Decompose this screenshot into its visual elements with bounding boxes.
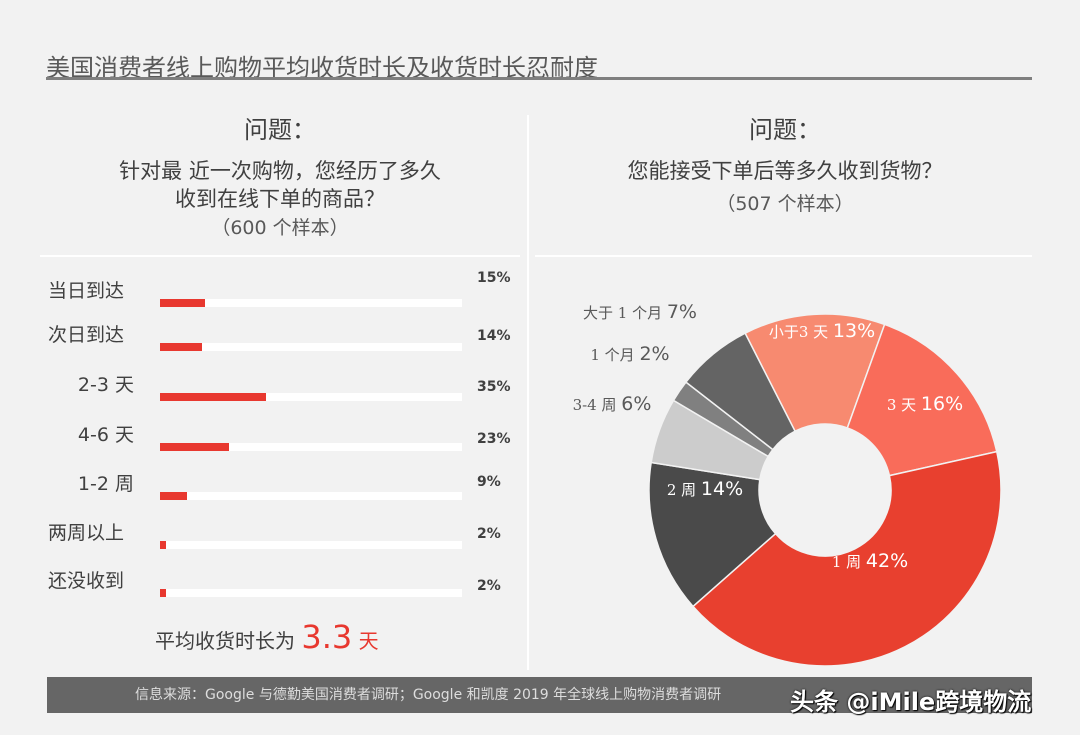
right-divider (535, 255, 1032, 257)
bar-track (160, 541, 462, 549)
donut-slice (846, 323, 998, 477)
slice-value: 13% (833, 320, 875, 342)
column-divider (527, 115, 529, 670)
donut-slice (684, 332, 797, 451)
bar (160, 541, 167, 549)
left-divider (40, 255, 520, 257)
bar-track (160, 589, 462, 597)
slice-label: 小于3 天 13% (769, 320, 875, 342)
sample-size: （600 个样本） (211, 217, 349, 239)
watermark: 头条 @iMile跨境物流 (790, 688, 1032, 716)
right-question: 问题： 您能接受下单后等多久收到货物？ （507 个样本） (540, 110, 1030, 216)
slice-label: 1 周 42% (832, 550, 908, 572)
question-line: 您能接受下单后等多久收到货物？ (627, 159, 943, 183)
slice-label: 1 个月 2% (590, 343, 669, 365)
bar-category-label: 2-3 天 (77, 374, 134, 396)
bar-track (160, 343, 462, 351)
bar-category-label: 4-6 天 (77, 424, 134, 446)
slice-value: 16% (921, 393, 963, 415)
bar-value-label: 35% (477, 379, 511, 395)
bar-category-label: 当日到达 (48, 280, 125, 302)
bar (160, 299, 206, 307)
slice-value: 42% (866, 550, 908, 572)
bar (160, 343, 203, 351)
bar-track (160, 492, 462, 500)
bar-value-label: 15% (477, 270, 511, 286)
bar (160, 589, 167, 597)
slice-label: 3 天 16% (887, 393, 963, 415)
bar-value-label: 9% (477, 474, 501, 490)
donut-slice (691, 450, 1002, 667)
slice-value: 6% (621, 393, 651, 415)
sample-size: （507 个样本） (716, 193, 854, 215)
bar-category-label: 还没收到 (48, 570, 125, 592)
title-rule (46, 77, 1032, 80)
question-line: 针对最 近一次购物，您经历了多久 (119, 159, 441, 183)
avg-value: 3.3 (301, 618, 353, 656)
bar-value-label: 14% (477, 328, 511, 344)
slice-label: 大于 1 个月 7% (583, 301, 697, 323)
bar-value-label: 23% (477, 431, 511, 447)
question-heading: 问题： (244, 116, 316, 144)
avg-prefix: 平均收货时长为 (155, 629, 295, 653)
slice-label: 2 周 14% (667, 478, 743, 500)
avg-unit: 天 (358, 629, 379, 653)
slice-value: 14% (701, 478, 743, 500)
left-question: 问题： 针对最 近一次购物，您经历了多久 收到在线下单的商品？ （600 个样本… (40, 110, 520, 240)
bar-track (160, 393, 462, 401)
slice-value: 2% (639, 343, 669, 365)
average-delivery-time: 平均收货时长为 3.3 天 (155, 618, 379, 656)
question-line: 收到在线下单的商品？ (175, 187, 385, 211)
bar (160, 443, 230, 451)
donut-slice (648, 461, 777, 608)
bar-track (160, 443, 462, 451)
bar-category-label: 次日到达 (48, 324, 125, 346)
bar-category-label: 1-2 周 (77, 473, 134, 495)
bar-value-label: 2% (477, 526, 501, 542)
slice-value: 7% (667, 301, 697, 323)
donut-slice (744, 313, 886, 433)
slice-label: 3-4 周 6% (573, 393, 652, 415)
source-footer: 信息来源：Google 与德勤美国消费者调研；Google 和凯度 2019 年… (47, 677, 1032, 713)
bar (160, 393, 266, 401)
bar-value-label: 2% (477, 578, 501, 594)
question-heading: 问题： (749, 116, 821, 144)
bar (160, 492, 188, 500)
bar-category-label: 两周以上 (48, 522, 125, 544)
bar-track (160, 299, 462, 307)
